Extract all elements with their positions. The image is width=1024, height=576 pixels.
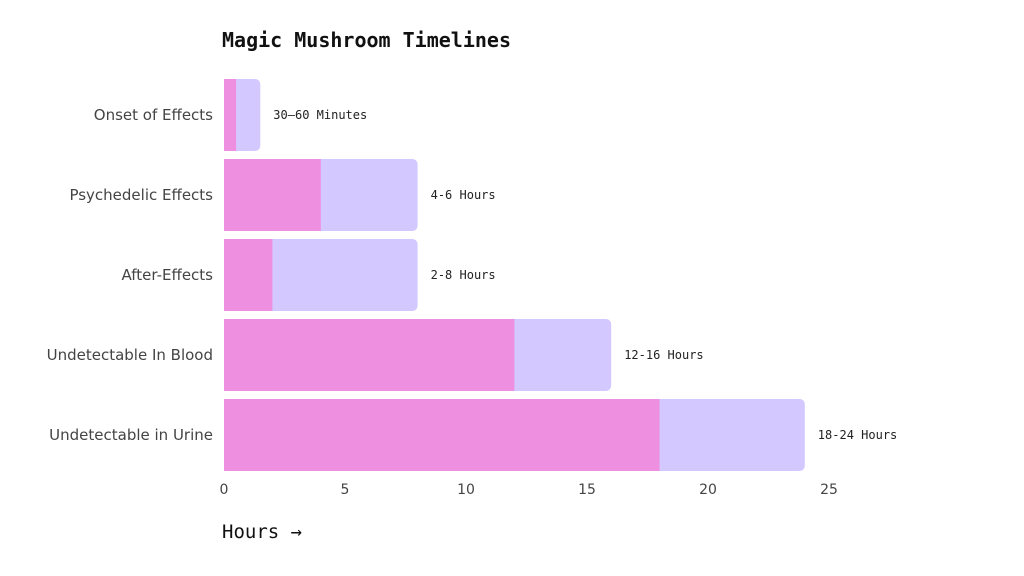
- x-tick-label: 10: [457, 482, 475, 498]
- bar-segment-min: [224, 159, 321, 231]
- chart-title: Magic Mushroom Timelines: [222, 28, 511, 52]
- bars-group: [224, 79, 805, 471]
- bar-segment-min: [224, 319, 515, 391]
- category-labels: Onset of Effects Psychedelic Effects After…: [47, 106, 214, 444]
- x-tick-label: 15: [578, 482, 596, 498]
- value-label: 2-8 Hours: [431, 268, 496, 282]
- value-label: 18-24 Hours: [818, 428, 897, 442]
- category-label: Onset of Effects: [94, 106, 213, 124]
- bar-segment-min: [224, 399, 660, 471]
- value-label: 30–60 Minutes: [273, 108, 367, 122]
- x-tick-label: 20: [699, 482, 717, 498]
- category-label: Undetectable in Urine: [49, 426, 213, 444]
- bar-segment-min: [224, 79, 237, 151]
- value-labels: 30–60 Minutes 4-6 Hours 2-8 Hours 12-16 Hou…: [273, 108, 897, 442]
- category-label: After-Effects: [122, 266, 214, 284]
- x-tick-label: 5: [341, 482, 350, 498]
- category-label: Undetectable In Blood: [47, 346, 213, 364]
- category-label: Psychedelic Effects: [69, 186, 213, 204]
- x-tick-labels: 0 5 10 15 20 25: [220, 482, 838, 498]
- x-axis-label: Hours →: [222, 521, 302, 543]
- value-label: 12-16 Hours: [624, 348, 703, 362]
- x-tick-label: 25: [820, 482, 838, 498]
- bar-segment-min: [224, 239, 273, 311]
- x-tick-label: 0: [220, 482, 229, 498]
- value-label: 4-6 Hours: [431, 188, 496, 202]
